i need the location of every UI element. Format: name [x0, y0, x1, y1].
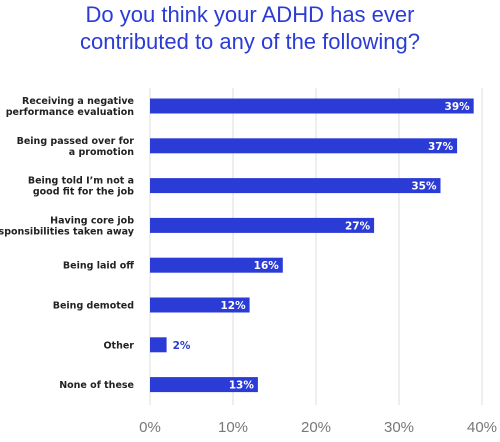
x-tick-label-30: 30%: [384, 419, 414, 436]
category-label-2-line-1: Being passed over for: [17, 136, 135, 147]
value-label-6: 12%: [220, 300, 246, 312]
bar-5: [150, 257, 283, 273]
x-tick-label-20: 20%: [301, 419, 331, 436]
x-tick-label-40: 40%: [467, 419, 497, 436]
category-label-4-line-2: responsibilities taken away: [0, 226, 135, 237]
value-label-4: 27%: [345, 220, 371, 232]
title-line-2: contributed to any of the following?: [80, 29, 420, 54]
category-label-3-line-1: Being told I’m not a: [28, 176, 134, 187]
x-axis-ticks: 0% 10% 20% 30% 40%: [139, 419, 497, 436]
category-label-5: Being laid off: [63, 261, 134, 272]
bar-7: [150, 337, 167, 353]
bar-3: [150, 178, 441, 194]
value-label-7: 2%: [173, 340, 191, 352]
category-label-3-line-2: good fit for the job: [33, 187, 134, 198]
x-tick-label-0: 0%: [139, 419, 161, 436]
title-line-1: Do you think your ADHD has ever: [86, 2, 415, 27]
value-label-8: 13%: [229, 380, 255, 392]
value-label-2: 37%: [428, 141, 454, 153]
chart-title: Do you think your ADHD has evercontribut…: [80, 2, 420, 54]
category-label-2-line-2: a promotion: [69, 147, 134, 158]
category-label-8: None of these: [59, 380, 134, 391]
category-label-6: Being demoted: [53, 301, 134, 312]
bar-4: [150, 217, 375, 233]
category-label-4-line-1: Having core job: [50, 215, 134, 226]
bars: 39% 37% 35% 27% 16% 12% 2% 13%: [150, 98, 474, 393]
category-label-1-line-1: Receiving a negative: [22, 96, 134, 107]
bar-8: [150, 377, 258, 393]
x-tick-label-10: 10%: [218, 419, 248, 436]
bar-1: [150, 98, 474, 114]
value-label-3: 35%: [411, 181, 437, 193]
value-label-1: 39%: [445, 101, 471, 113]
category-label-1-line-2: performance evaluation: [6, 107, 135, 118]
value-label-5: 16%: [254, 260, 280, 272]
category-label-7: Other: [103, 340, 134, 351]
bar-6: [150, 297, 250, 313]
bar-2: [150, 138, 458, 154]
grid: [149, 88, 483, 405]
